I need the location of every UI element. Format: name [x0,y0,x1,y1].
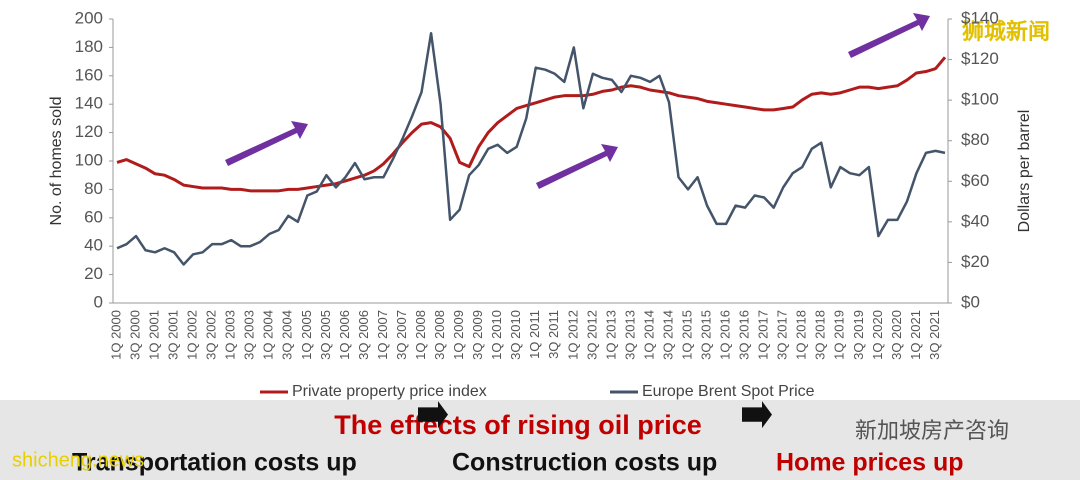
step-arrow [742,401,772,429]
y2-tick-label: $20 [961,252,989,271]
x-tick-label: 1Q 2014 [641,310,656,360]
x-tick-label: 1Q 2019 [832,310,847,360]
y-tick-label: 120 [75,122,103,141]
x-tick-label: 3Q 2017 [775,310,790,360]
x-tick-label: 3Q 2009 [470,310,485,360]
x-tick-label: 1Q 2011 [527,310,542,359]
x-tick-label: 3Q 2020 [889,310,904,360]
y-tick-label: 160 [75,65,103,84]
x-tick-label: 1Q 2006 [337,310,352,360]
watermark: 新加坡房产咨询 [855,418,1009,443]
banner-step: Home prices up [776,449,964,477]
y-tick-label: 0 [94,292,103,311]
x-tick-label: 3Q 2004 [280,310,295,360]
y2-axis-title: Dollars per barrel [1016,110,1033,233]
x-tick-label: 3Q 2000 [127,310,142,360]
x-tick-label: 3Q 2010 [508,310,523,360]
y-tick-label: 140 [75,94,103,113]
x-tick-label: 3Q 2011 [546,310,561,359]
trend-arrow [536,144,618,189]
trend-arrow [848,13,930,58]
y2-tick-label: $120 [961,49,999,68]
banner-step: Transportation costs up [72,449,357,477]
legend-label: Europe Brent Spot Price [642,383,815,400]
series-line [116,56,947,193]
x-tick-label: 3Q 2016 [737,310,752,360]
watermark: shicheng.news [12,449,144,471]
y-tick-label: 60 [84,207,103,226]
x-tick-label: 1Q 2000 [108,310,123,360]
banner-bg [0,400,1080,480]
x-tick-label: 1Q 2016 [718,310,733,360]
x-tick-label: 1Q 2012 [565,310,580,360]
x-tick-label: 3Q 2002 [204,310,219,360]
y-tick-label: 20 [84,264,103,283]
x-tick-label: 1Q 2010 [489,310,504,360]
x-tick-label: 3Q 2015 [699,310,714,360]
x-tick-label: 3Q 2006 [356,310,371,360]
y2-tick-label: $40 [961,211,989,230]
x-tick-label: 1Q 2020 [870,310,885,360]
x-tick-label: 1Q 2002 [185,310,200,360]
y-tick-label: 100 [75,150,103,169]
x-tick-label: 3Q 2019 [851,310,866,360]
y-tick-label: 80 [84,179,103,198]
x-tick-label: 1Q 2001 [147,310,162,360]
x-tick-label: 1Q 2004 [261,310,276,360]
watermark: 狮城新闻 [962,19,1050,44]
y-tick-label: 180 [75,37,103,56]
x-tick-label: 1Q 2008 [413,310,428,360]
x-tick-label: 1Q 2015 [679,310,694,360]
x-tick-label: 1Q 2005 [299,310,314,360]
trend-arrow [225,121,308,166]
y2-tick-label: $140 [961,8,999,27]
x-tick-label: 3Q 2013 [622,310,637,360]
x-tick-label: 1Q 2007 [375,310,390,360]
x-tick-label: 3Q 2001 [166,310,181,360]
banner-step: Construction costs up [452,449,717,477]
y2-tick-label: $100 [961,90,999,109]
y-tick-label: 40 [84,236,103,255]
x-tick-label: 3Q 2007 [394,310,409,360]
y-tick-label: 200 [75,8,103,27]
y-axis-title: No. of homes sold [48,97,65,226]
y2-tick-label: $60 [961,171,989,190]
x-tick-label: 3Q 2012 [584,310,599,360]
x-tick-label: 3Q 2003 [242,310,257,360]
x-tick-label: 3Q 2014 [660,310,675,360]
x-tick-label: 1Q 2017 [756,310,771,360]
x-tick-label: 1Q 2018 [794,310,809,360]
x-tick-label: 3Q 2021 [927,310,942,360]
series-line [116,31,946,266]
x-tick-label: 3Q 2008 [432,310,447,360]
banner-title: The effects of rising oil price [334,410,702,440]
x-tick-label: 1Q 2009 [451,310,466,360]
y2-tick-label: $0 [961,292,980,311]
y2-tick-label: $80 [961,130,989,149]
step-arrow [418,401,448,429]
x-tick-label: 3Q 2018 [813,310,828,360]
x-tick-label: 1Q 2013 [603,310,618,360]
x-tick-label: 1Q 2021 [908,310,923,360]
x-tick-label: 3Q 2005 [318,310,333,360]
x-tick-label: 1Q 2003 [223,310,238,360]
legend-label: Private property price index [292,383,487,400]
